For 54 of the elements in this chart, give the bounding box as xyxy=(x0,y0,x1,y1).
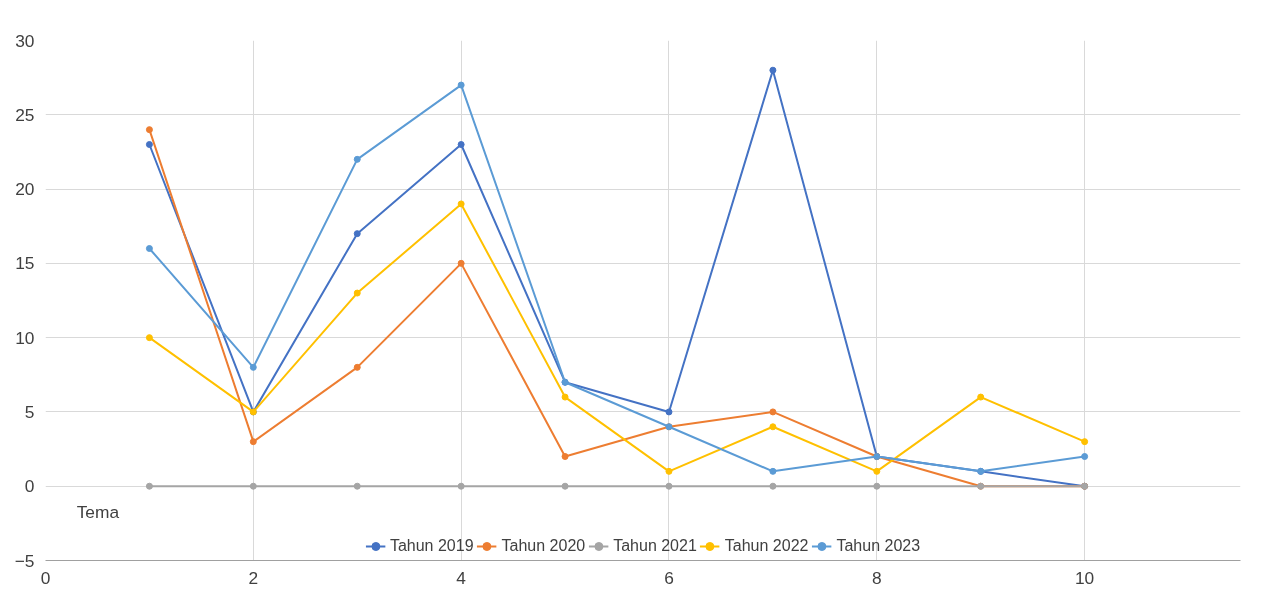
point xyxy=(249,482,257,490)
point xyxy=(1081,453,1089,460)
point xyxy=(561,482,569,490)
point xyxy=(145,245,153,252)
point xyxy=(457,81,465,89)
point xyxy=(769,467,777,475)
y-tick-label: 25 xyxy=(15,104,35,125)
point xyxy=(145,482,153,490)
x-tick-label: 2 xyxy=(248,567,259,588)
point xyxy=(457,482,465,490)
point xyxy=(249,438,257,446)
point xyxy=(769,408,777,416)
legend-label: Tahun 2022 xyxy=(724,537,809,555)
x-tick-label: 10 xyxy=(1074,567,1095,588)
point xyxy=(145,141,153,148)
point xyxy=(457,200,465,208)
point xyxy=(457,259,465,267)
point xyxy=(353,230,361,238)
point xyxy=(145,334,153,342)
x-tick-label: 4 xyxy=(456,567,467,588)
y-tick-label: 5 xyxy=(24,401,35,422)
legend-label: Tahun 2021 xyxy=(613,537,697,555)
y-tick-label: 30 xyxy=(15,30,35,51)
point xyxy=(353,155,361,163)
point xyxy=(1081,438,1089,446)
legend-label: Tahun 2020 xyxy=(501,537,586,555)
legend-label: Tahun 2023 xyxy=(836,537,921,555)
point xyxy=(249,363,257,371)
x-axis-title: Tema xyxy=(76,502,120,523)
y-tick-label: −5 xyxy=(14,550,35,571)
point xyxy=(561,393,569,401)
point xyxy=(769,66,777,74)
point xyxy=(561,453,569,460)
point xyxy=(665,482,673,490)
point xyxy=(873,467,881,475)
point xyxy=(665,467,673,475)
y-tick-label: 10 xyxy=(15,327,35,348)
legend-label: Tahun 2019 xyxy=(389,537,474,555)
point xyxy=(457,141,465,148)
point xyxy=(977,393,985,401)
point xyxy=(353,482,361,490)
y-tick-label: 0 xyxy=(24,476,35,497)
point xyxy=(873,482,881,490)
y-tick-label: 15 xyxy=(15,253,35,274)
point xyxy=(769,423,777,431)
y-tick-label: 20 xyxy=(15,179,35,200)
x-tick-label: 8 xyxy=(871,567,882,588)
point xyxy=(769,482,777,490)
point xyxy=(665,408,673,416)
x-tick-label: 0 xyxy=(40,567,51,588)
point xyxy=(145,126,153,134)
point xyxy=(353,289,361,297)
x-tick-label: 6 xyxy=(664,567,674,588)
point xyxy=(353,363,361,371)
